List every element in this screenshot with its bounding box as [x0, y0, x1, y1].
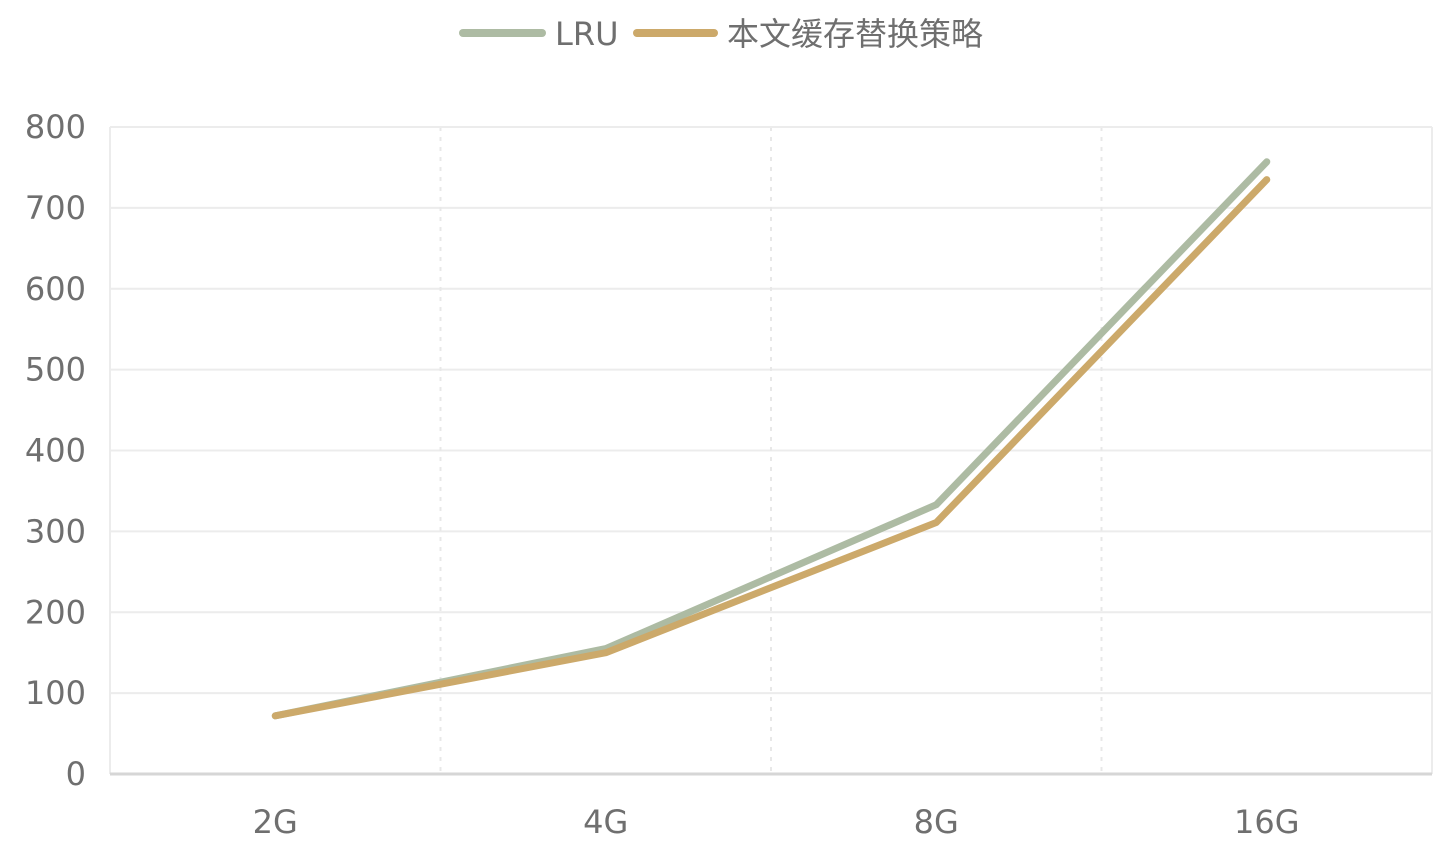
grid — [110, 126, 1432, 774]
y-tick-label: 700 — [25, 189, 86, 227]
y-tick-label: 800 — [25, 108, 86, 146]
axes — [109, 126, 1433, 776]
x-axis-ticks: 2G 4G 8G 16G — [253, 803, 1300, 841]
series-line — [271, 176, 1271, 720]
series-lines — [271, 158, 1271, 720]
y-tick-label: 400 — [25, 432, 86, 470]
y-tick-label: 500 — [25, 351, 86, 389]
y-tick-label: 200 — [25, 593, 86, 631]
x-tick-label: 4G — [583, 803, 628, 841]
y-tick-label: 100 — [25, 674, 86, 712]
legend-label: LRU — [555, 15, 618, 53]
y-tick-label: 600 — [25, 270, 86, 308]
y-tick-label: 300 — [25, 512, 86, 550]
y-axis-ticks: 0 100 200 300 400 500 600 700 800 — [25, 108, 86, 793]
x-tick-label: 2G — [253, 803, 298, 841]
legend: LRU 本文缓存替换策略 — [459, 15, 983, 53]
y-tick-label: 0 — [66, 755, 86, 793]
legend-label: 本文缓存替换策略 — [727, 15, 983, 53]
x-tick-label: 16G — [1234, 803, 1300, 841]
x-tick-label: 8G — [914, 803, 959, 841]
